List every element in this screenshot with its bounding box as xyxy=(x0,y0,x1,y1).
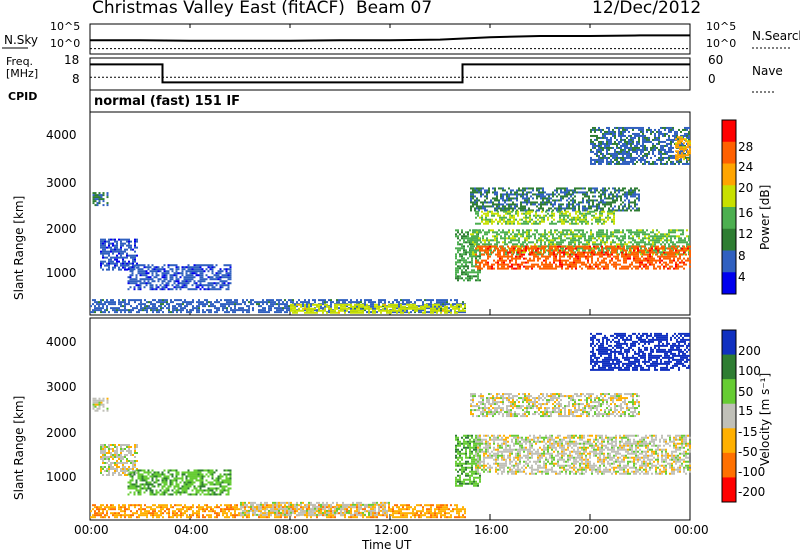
power-colorbar-swatch xyxy=(722,163,736,186)
velocity-cbar-tick-m15: -15 xyxy=(738,425,758,439)
velocity-region-1 xyxy=(100,444,138,476)
velocity-colorbar-frame xyxy=(721,329,737,503)
frequency-line xyxy=(90,63,690,84)
velocity-cbar-tick-15: 15 xyxy=(738,404,754,418)
noise-sky-label: N.Sky xyxy=(4,33,39,47)
noise-panel-frame xyxy=(89,23,691,55)
power-colorbar-label: Power [dB] xyxy=(758,184,772,250)
noise-tick-bottom-right: 10^0 xyxy=(706,37,737,50)
nave-label: Nave xyxy=(752,64,783,78)
power-ytick-3000: 3000 xyxy=(46,176,77,190)
power-colorbar-swatch xyxy=(722,272,736,295)
xtick-2000: 20:00 xyxy=(574,523,609,537)
xaxis-label: Time UT xyxy=(362,538,412,552)
power-colorbar-swatch xyxy=(722,250,736,273)
power-cbar-tick-20: 20 xyxy=(738,181,754,195)
power-cbar-tick-4: 4 xyxy=(738,270,746,284)
power-region-9 xyxy=(475,245,691,270)
xtick-0000: 00:00 xyxy=(74,523,109,537)
velocity-cbar-tick-100: 100 xyxy=(738,364,761,378)
xtick-1200: 12:00 xyxy=(374,523,409,537)
xtick-1600: 16:00 xyxy=(474,523,509,537)
power-region-2 xyxy=(127,264,232,291)
freq-tick-top: 18 xyxy=(64,53,80,67)
velocity-colorbar-swatch xyxy=(722,452,736,478)
nave-tick-top: 60 xyxy=(708,53,724,67)
noise-tick-bottom-left: 10^0 xyxy=(50,37,81,50)
noise-tick-top-right: 10^5 xyxy=(706,20,737,33)
velocity-region-4 xyxy=(240,501,390,516)
noise-sky-line xyxy=(90,34,690,42)
power-colorbar-swatch xyxy=(722,185,736,208)
velocity-colorbar-swatch xyxy=(722,477,736,503)
power-ytick-2000: 2000 xyxy=(46,222,77,236)
freq-tick-bottom: 8 xyxy=(72,72,80,86)
nave-tick-bottom: 0 xyxy=(708,72,716,86)
velocity-ytick-3000: 3000 xyxy=(46,380,77,394)
power-region-1 xyxy=(100,238,138,271)
power-colorbar-swatch xyxy=(722,120,736,143)
freq-panel-frame xyxy=(89,57,691,91)
power-ytick-4000: 4000 xyxy=(46,128,77,142)
velocity-ytick-2000: 2000 xyxy=(46,426,77,440)
velocity-colorbar-swatch xyxy=(722,379,736,405)
velocity-ytick-1000: 1000 xyxy=(46,470,77,484)
velocity-colorbar-label: Velocity [m s⁻¹] xyxy=(758,372,772,466)
velocity-region-0 xyxy=(92,397,109,412)
power-colorbar-swatch xyxy=(722,141,736,164)
xtick-0400: 04:00 xyxy=(174,523,209,537)
velocity-region-8 xyxy=(590,332,690,371)
power-region-7 xyxy=(475,210,615,225)
power-region-0 xyxy=(92,192,109,207)
cpid-text: normal (fast) 151 IF xyxy=(94,94,241,109)
velocity-cbar-tick-50: 50 xyxy=(738,385,754,399)
power-colorbar-swatch xyxy=(722,207,736,230)
power-ylabel: Slant Range [km] xyxy=(12,195,26,300)
power-region-6 xyxy=(470,187,640,212)
noise-tick-top-left: 10^5 xyxy=(50,20,81,33)
freq-unit-label: [MHz] xyxy=(6,67,39,80)
power-cbar-tick-28: 28 xyxy=(738,140,754,154)
power-cbar-tick-8: 8 xyxy=(738,249,746,263)
power-region-4 xyxy=(290,303,466,314)
power-colorbar-swatch xyxy=(722,228,736,251)
velocity-region-2 xyxy=(127,469,232,496)
velocity-ylabel: Slant Range [km] xyxy=(12,395,26,500)
noise-search-label: N.Search xyxy=(752,29,800,43)
velocity-ytick-4000: 4000 xyxy=(46,335,77,349)
velocity-cbar-tick-m100: -100 xyxy=(738,465,766,479)
velocity-colorbar-swatch xyxy=(722,354,736,380)
power-region-11 xyxy=(675,136,691,161)
velocity-colorbar-swatch xyxy=(722,403,736,429)
date-title: 12/Dec/2012 xyxy=(592,0,702,18)
velocity-region-7 xyxy=(475,434,691,475)
power-cbar-tick-24: 24 xyxy=(738,160,754,174)
velocity-colorbar-swatch xyxy=(722,428,736,454)
freq-label: Freq. xyxy=(6,55,34,68)
velocity-colorbar-swatch xyxy=(722,330,736,356)
xtick-2400: 00:00 xyxy=(674,523,709,537)
xtick-0800: 08:00 xyxy=(274,523,309,537)
power-ytick-1000: 1000 xyxy=(46,266,77,280)
power-colorbar-frame xyxy=(721,119,737,295)
station-title: Christmas Valley East (fitACF) xyxy=(92,0,345,18)
velocity-cbar-tick-m50: -50 xyxy=(738,445,758,459)
velocity-cbar-tick-m200: -200 xyxy=(738,485,766,499)
power-cbar-tick-16: 16 xyxy=(738,206,754,220)
beam-title: Beam 07 xyxy=(356,0,433,18)
cpid-label: CPID xyxy=(8,90,38,103)
velocity-cbar-tick-200: 200 xyxy=(738,344,761,358)
power-cbar-tick-12: 12 xyxy=(738,227,754,241)
velocity-region-6 xyxy=(470,393,640,418)
